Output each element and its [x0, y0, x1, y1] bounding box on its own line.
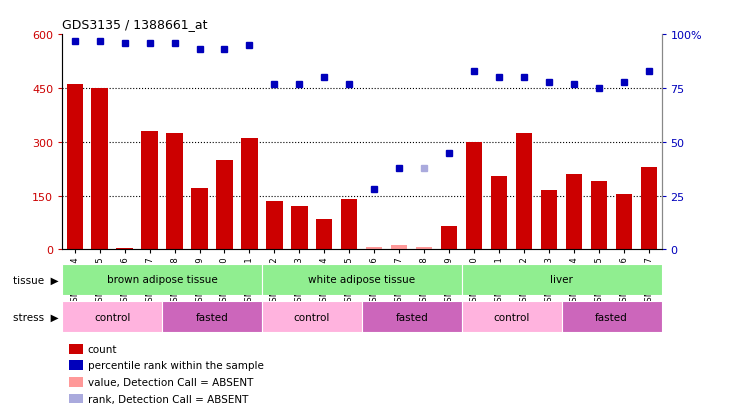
- Bar: [462, 264, 662, 295]
- Text: percentile rank within the sample: percentile rank within the sample: [88, 361, 264, 370]
- Text: control: control: [294, 312, 330, 322]
- Text: white adipose tissue: white adipose tissue: [308, 275, 415, 285]
- Bar: [167, 133, 183, 250]
- Text: fasted: fasted: [395, 312, 428, 322]
- Bar: [216, 160, 232, 250]
- Bar: [91, 89, 107, 250]
- Bar: [416, 247, 433, 250]
- Bar: [561, 301, 662, 332]
- Text: count: count: [88, 344, 117, 354]
- Bar: [466, 142, 482, 250]
- Bar: [116, 248, 133, 250]
- Bar: [62, 301, 162, 332]
- Text: stress  ▶: stress ▶: [13, 312, 58, 322]
- Bar: [462, 301, 561, 332]
- Bar: [341, 200, 357, 250]
- Bar: [317, 219, 333, 250]
- Bar: [541, 191, 557, 250]
- Bar: [591, 182, 607, 250]
- Text: GDS3135 / 1388661_at: GDS3135 / 1388661_at: [62, 18, 208, 31]
- Bar: [241, 139, 257, 250]
- Bar: [516, 133, 532, 250]
- Bar: [62, 264, 262, 295]
- Text: fasted: fasted: [595, 312, 628, 322]
- Text: tissue  ▶: tissue ▶: [13, 275, 58, 285]
- Bar: [141, 132, 158, 250]
- Bar: [366, 247, 382, 250]
- Text: control: control: [94, 312, 130, 322]
- Bar: [391, 246, 407, 250]
- Text: fasted: fasted: [196, 312, 228, 322]
- Bar: [291, 207, 308, 250]
- Bar: [491, 176, 507, 250]
- Text: rank, Detection Call = ABSENT: rank, Detection Call = ABSENT: [88, 394, 248, 404]
- Bar: [266, 202, 283, 250]
- Text: brown adipose tissue: brown adipose tissue: [107, 275, 217, 285]
- Text: control: control: [493, 312, 530, 322]
- Text: liver: liver: [550, 275, 573, 285]
- Bar: [566, 175, 583, 250]
- Bar: [641, 168, 657, 250]
- Bar: [262, 301, 362, 332]
- Bar: [162, 301, 262, 332]
- Text: value, Detection Call = ABSENT: value, Detection Call = ABSENT: [88, 377, 253, 387]
- Bar: [192, 189, 208, 250]
- Bar: [262, 264, 462, 295]
- Bar: [616, 195, 632, 250]
- Bar: [362, 301, 462, 332]
- Bar: [67, 85, 83, 250]
- Bar: [441, 227, 458, 250]
